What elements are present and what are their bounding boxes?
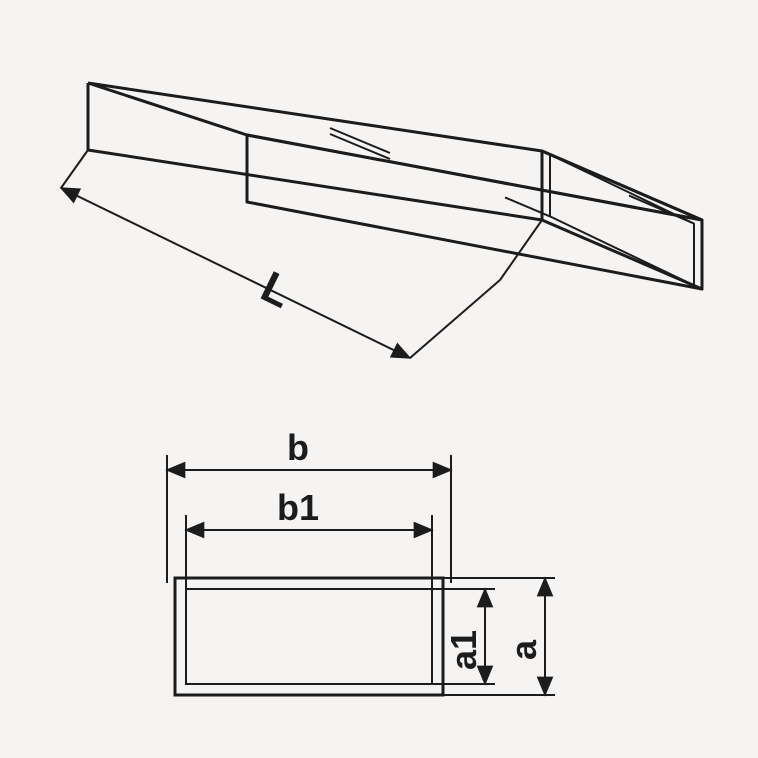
label-L: L [254,262,300,318]
dimension-a1: a1 [429,589,495,684]
label-a1: a1 [443,630,484,670]
label-b: b [287,427,309,468]
technical-drawing: L b b1 a a1 [0,0,758,758]
label-b1: b1 [277,487,319,528]
dimension-L: L [61,150,542,358]
label-a: a [503,639,544,660]
cross-section [175,578,443,695]
dimension-b1: b1 [186,487,432,592]
isometric-duct [88,83,702,289]
